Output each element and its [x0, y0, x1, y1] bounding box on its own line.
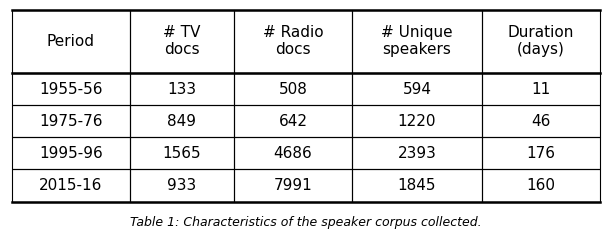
Bar — [234, 169, 352, 202]
Text: Table 1: Characteristics of the speaker corpus collected.: Table 1: Characteristics of the speaker … — [130, 216, 482, 229]
Bar — [352, 73, 482, 105]
Bar — [130, 169, 234, 202]
Bar — [234, 73, 352, 105]
Bar — [12, 73, 130, 105]
Bar — [234, 10, 352, 73]
Text: 46: 46 — [531, 114, 551, 129]
Text: 849: 849 — [168, 114, 196, 129]
Bar — [234, 137, 352, 169]
Text: 508: 508 — [278, 82, 307, 96]
Bar — [352, 10, 482, 73]
Bar — [130, 105, 234, 137]
Bar — [482, 105, 600, 137]
Bar — [130, 73, 234, 105]
Text: 1955-56: 1955-56 — [39, 82, 103, 96]
Bar — [352, 105, 482, 137]
Text: 1995-96: 1995-96 — [39, 146, 103, 161]
Bar — [12, 105, 130, 137]
Bar — [352, 169, 482, 202]
Text: 933: 933 — [167, 178, 196, 193]
Text: 1220: 1220 — [398, 114, 436, 129]
Bar — [352, 137, 482, 169]
Text: 160: 160 — [526, 178, 556, 193]
Text: 176: 176 — [526, 146, 556, 161]
Bar — [234, 105, 352, 137]
Bar — [12, 10, 130, 73]
Text: 11: 11 — [531, 82, 551, 96]
Bar — [130, 137, 234, 169]
Text: 2393: 2393 — [398, 146, 436, 161]
Bar — [12, 169, 130, 202]
Text: 594: 594 — [403, 82, 431, 96]
Text: Duration
(days): Duration (days) — [508, 25, 574, 57]
Bar — [482, 169, 600, 202]
Text: 1975-76: 1975-76 — [39, 114, 103, 129]
Bar — [482, 137, 600, 169]
Text: 7991: 7991 — [274, 178, 312, 193]
Text: 1845: 1845 — [398, 178, 436, 193]
Bar — [482, 73, 600, 105]
Bar — [482, 10, 600, 73]
Text: # TV
docs: # TV docs — [163, 25, 201, 57]
Text: 2015-16: 2015-16 — [39, 178, 103, 193]
Text: 133: 133 — [168, 82, 196, 96]
Bar — [130, 10, 234, 73]
Text: 4686: 4686 — [274, 146, 312, 161]
Text: # Radio
docs: # Radio docs — [263, 25, 323, 57]
Text: Period: Period — [47, 34, 95, 49]
Text: # Unique
speakers: # Unique speakers — [381, 25, 453, 57]
Bar — [12, 137, 130, 169]
Text: 1565: 1565 — [163, 146, 201, 161]
Text: 642: 642 — [278, 114, 307, 129]
